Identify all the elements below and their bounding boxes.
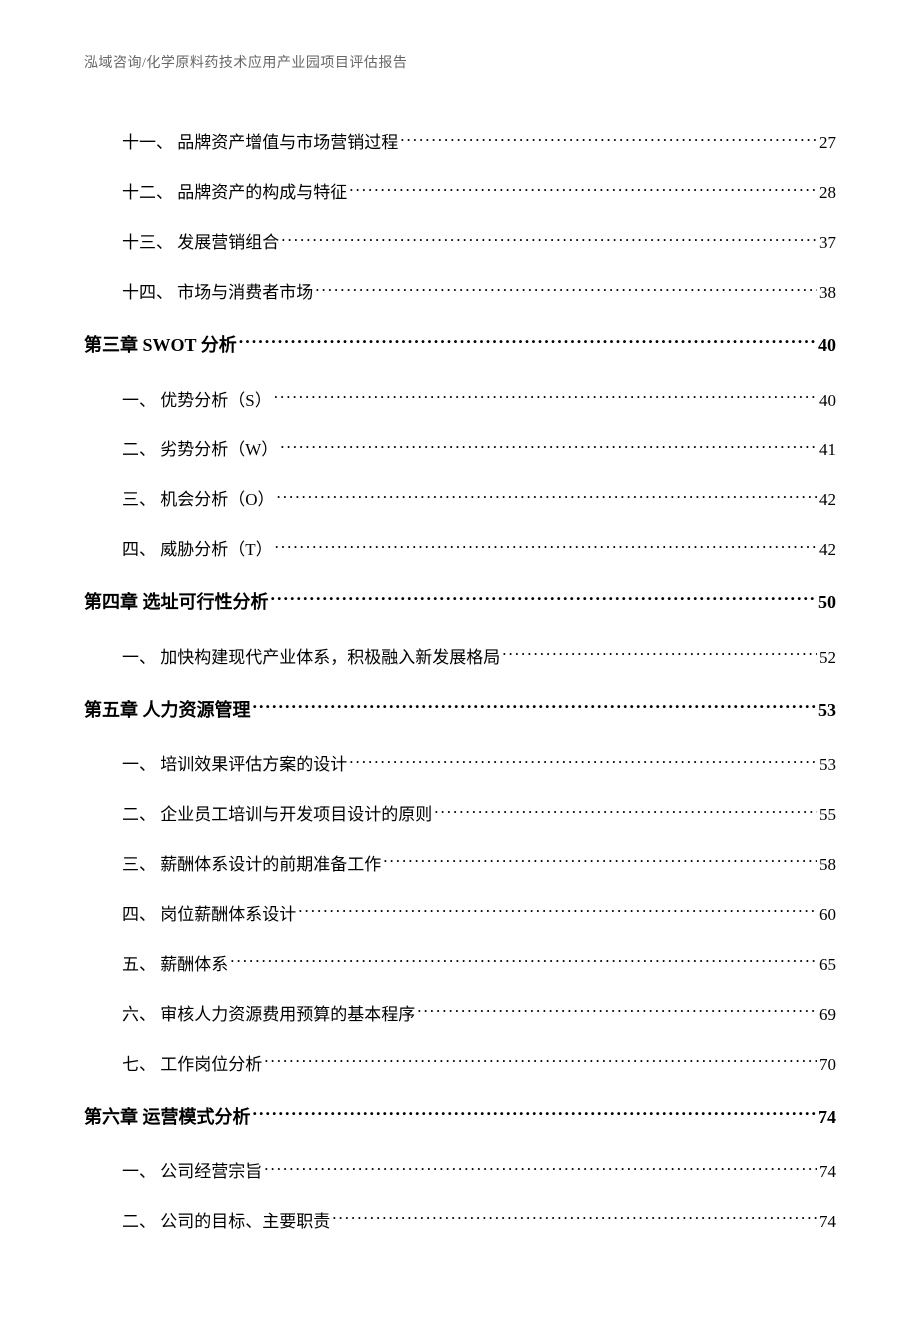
toc-leader-dots: [253, 1101, 817, 1123]
toc-entry-label: 三、 薪酬体系设计的前期准备工作: [122, 852, 381, 878]
toc-sub-entry: 一、 公司经营宗旨 74: [122, 1157, 836, 1185]
toc-chapter-entry: 第三章 SWOT 分析 40: [84, 330, 836, 360]
toc-entry-label: 二、 企业员工培训与开发项目设计的原则: [122, 802, 432, 828]
toc-sub-entry: 六、 审核人力资源费用预算的基本程序 69: [122, 999, 836, 1027]
toc-sub-entry: 三、 机会分析（O） 42: [122, 485, 836, 513]
toc-sub-entry: 十一、 品牌资产增值与市场营销过程 27: [122, 128, 836, 156]
toc-entry-label: 二、 劣势分析（W）: [122, 437, 278, 463]
toc-entry-page: 40: [818, 332, 836, 359]
toc-leader-dots: [434, 800, 817, 820]
toc-entry-label: 一、 优势分析（S）: [122, 388, 272, 414]
toc-leader-dots: [315, 278, 817, 298]
toc-entry-page: 50: [818, 589, 836, 616]
toc-entry-label: 十三、 发展营销组合: [122, 230, 279, 256]
toc-leader-dots: [502, 642, 817, 662]
toc-chapter-entry: 第四章 选址可行性分析 50: [84, 587, 836, 617]
toc-leader-dots: [298, 899, 817, 919]
toc-entry-label: 第五章 人力资源管理: [84, 697, 251, 724]
toc-entry-page: 74: [819, 1209, 836, 1235]
toc-entry-page: 38: [819, 280, 836, 306]
toc-entry-label: 第六章 运营模式分析: [84, 1104, 251, 1131]
toc-sub-entry: 十二、 品牌资产的构成与特征 28: [122, 178, 836, 206]
toc-entry-label: 第四章 选址可行性分析: [84, 589, 269, 616]
toc-entry-label: 十一、 品牌资产增值与市场营销过程: [122, 130, 398, 156]
toc-chapter-entry: 第六章 运营模式分析 74: [84, 1101, 836, 1131]
toc-entry-label: 四、 岗位薪酬体系设计: [122, 902, 296, 928]
toc-entry-label: 二、 公司的目标、主要职责: [122, 1209, 330, 1235]
toc-leader-dots: [230, 949, 817, 969]
toc-chapter-entry: 第五章 人力资源管理 53: [84, 694, 836, 724]
toc-leader-dots: [264, 1157, 817, 1177]
toc-entry-page: 27: [819, 130, 836, 156]
toc-entry-label: 三、 机会分析（O）: [122, 487, 275, 513]
toc-entry-page: 69: [819, 1002, 836, 1028]
toc-sub-entry: 十三、 发展营销组合 37: [122, 228, 836, 256]
toc-entry-label: 四、 威胁分析（T）: [122, 537, 273, 563]
toc-entry-page: 42: [819, 487, 836, 513]
toc-sub-entry: 一、 培训效果评估方案的设计 53: [122, 750, 836, 778]
toc-leader-dots: [349, 178, 817, 198]
toc-entry-page: 65: [819, 952, 836, 978]
toc-leader-dots: [275, 535, 817, 555]
toc-leader-dots: [264, 1049, 817, 1069]
toc-sub-entry: 五、 薪酬体系 65: [122, 949, 836, 977]
toc-sub-entry: 二、 公司的目标、主要职责 74: [122, 1207, 836, 1235]
page-header: 泓域咨询/化学原料药技术应用产业园项目评估报告: [84, 52, 836, 72]
toc-entry-page: 28: [819, 180, 836, 206]
toc-sub-entry: 二、 企业员工培训与开发项目设计的原则 55: [122, 800, 836, 828]
toc-entry-page: 53: [818, 697, 836, 724]
toc-entry-label: 七、 工作岗位分析: [122, 1052, 262, 1078]
toc-entry-page: 74: [818, 1104, 836, 1131]
toc-entry-page: 37: [819, 230, 836, 256]
toc-sub-entry: 十四、 市场与消费者市场 38: [122, 278, 836, 306]
toc-entry-label: 一、 培训效果评估方案的设计: [122, 752, 347, 778]
toc-leader-dots: [239, 330, 816, 352]
toc-leader-dots: [253, 694, 817, 716]
toc-entry-label: 六、 审核人力资源费用预算的基本程序: [122, 1002, 415, 1028]
toc-entry-page: 42: [819, 537, 836, 563]
toc-leader-dots: [417, 999, 817, 1019]
toc-entry-page: 58: [819, 852, 836, 878]
toc-entry-page: 60: [819, 902, 836, 928]
toc-sub-entry: 一、 加快构建现代产业体系，积极融入新发展格局 52: [122, 642, 836, 670]
toc-leader-dots: [332, 1207, 817, 1227]
toc-leader-dots: [277, 485, 817, 505]
toc-leader-dots: [383, 850, 817, 870]
table-of-contents: 十一、 品牌资产增值与市场营销过程 27 十二、 品牌资产的构成与特征 28 十三、 发…: [84, 128, 836, 1234]
toc-leader-dots: [281, 228, 817, 248]
toc-leader-dots: [271, 587, 817, 609]
toc-leader-dots: [349, 750, 817, 770]
toc-entry-page: 55: [819, 802, 836, 828]
toc-sub-entry: 一、 优势分析（S） 40: [122, 385, 836, 413]
toc-entry-page: 53: [819, 752, 836, 778]
toc-leader-dots: [400, 128, 817, 148]
toc-entry-page: 70: [819, 1052, 836, 1078]
toc-entry-page: 74: [819, 1159, 836, 1185]
toc-entry-label: 十四、 市场与消费者市场: [122, 280, 313, 306]
toc-entry-label: 一、 公司经营宗旨: [122, 1159, 262, 1185]
toc-sub-entry: 四、 威胁分析（T） 42: [122, 535, 836, 563]
toc-leader-dots: [280, 435, 817, 455]
toc-entry-label: 十二、 品牌资产的构成与特征: [122, 180, 347, 206]
toc-sub-entry: 四、 岗位薪酬体系设计 60: [122, 899, 836, 927]
toc-leader-dots: [274, 385, 817, 405]
toc-entry-page: 41: [819, 437, 836, 463]
toc-entry-label: 五、 薪酬体系: [122, 952, 228, 978]
toc-sub-entry: 七、 工作岗位分析 70: [122, 1049, 836, 1077]
document-page: 泓域咨询/化学原料药技术应用产业园项目评估报告 十一、 品牌资产增值与市场营销过…: [0, 0, 920, 1336]
toc-entry-label: 一、 加快构建现代产业体系，积极融入新发展格局: [122, 645, 500, 671]
toc-entry-page: 40: [819, 388, 836, 414]
toc-entry-label: 第三章 SWOT 分析: [84, 332, 237, 359]
toc-sub-entry: 二、 劣势分析（W） 41: [122, 435, 836, 463]
toc-sub-entry: 三、 薪酬体系设计的前期准备工作 58: [122, 850, 836, 878]
toc-entry-page: 52: [819, 645, 836, 671]
